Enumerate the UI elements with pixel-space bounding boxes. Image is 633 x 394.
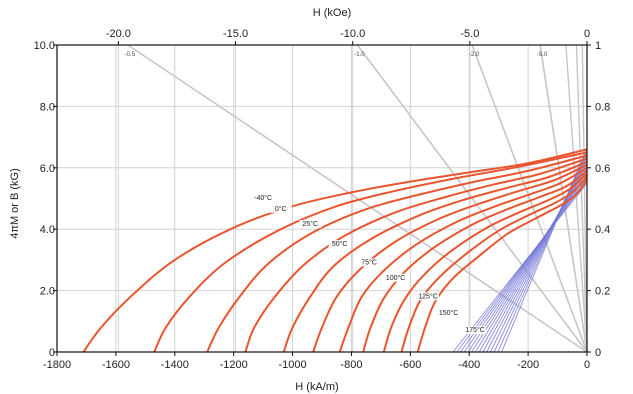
curve-label-bg <box>464 326 487 335</box>
intrinsic-curve <box>338 166 588 353</box>
curve-label: 150°C <box>439 309 459 317</box>
curve-label-bg <box>252 194 275 203</box>
intrinsic-curves <box>82 148 588 353</box>
x-top-tick-label: -20.0 <box>106 28 131 40</box>
y-right-tick-label: 1 <box>595 40 601 52</box>
intrinsic-curve <box>82 148 588 353</box>
curve-label-bg <box>269 204 292 213</box>
y-right-tick-label: 0.4 <box>595 224 610 236</box>
x-bottom-tick-label: -400 <box>458 359 480 371</box>
x-bottom-tick-label: -600 <box>399 359 421 371</box>
curve-label: 25°C <box>302 220 318 228</box>
normal-curve <box>456 180 588 353</box>
y-right-tick-label: 0.6 <box>595 163 610 175</box>
curve-label-bg <box>299 220 322 229</box>
intrinsic-curve <box>282 160 588 353</box>
curve-label: 100°C <box>386 274 406 282</box>
load-line-label: -2.0 <box>469 52 480 58</box>
x-axis-top-title: H (kOe) <box>313 7 352 19</box>
x-top-tick-label: 0 <box>584 28 590 40</box>
intrinsic-curve <box>362 170 588 353</box>
curve-labels: -40°C0°C 25°C 50°C 75°C 100°C 125°C 150°C 175°C <box>252 194 487 335</box>
curve-label-bg <box>328 240 351 249</box>
curve-label-bg <box>437 309 460 318</box>
x-top-tick-label: -10.0 <box>340 28 365 40</box>
curve-label: 175°C <box>465 326 485 334</box>
intrinsic-curve <box>244 157 588 353</box>
x-bottom-tick-label: -800 <box>340 359 362 371</box>
y-left-tick-label: 0 <box>49 347 55 359</box>
intrinsic-curve <box>206 154 588 353</box>
y-right-tick-label: 0 <box>595 347 601 359</box>
normal-curve <box>463 174 588 353</box>
load-line-label: -1.0 <box>354 52 365 58</box>
x-bottom-tick-label: -1000 <box>278 359 306 371</box>
curve-label: 75°C <box>361 259 377 267</box>
x-top-tick-label: -5.0 <box>460 28 479 40</box>
y-left-tick-label: 4.0 <box>40 224 55 236</box>
curve-label: 50°C <box>332 240 348 248</box>
y-left-tick-label: 2.0 <box>40 286 55 298</box>
load-line <box>575 44 588 353</box>
load-line <box>581 44 588 353</box>
x-bottom-tick-label: -1400 <box>161 359 189 371</box>
load-line <box>565 44 588 353</box>
load-line <box>471 44 588 353</box>
intrinsic-curve <box>382 173 588 353</box>
curve-label: -40°C <box>254 194 272 202</box>
curve-label: 0°C <box>275 205 287 213</box>
curve-label-bg <box>384 273 407 282</box>
plot-frame <box>56 44 588 353</box>
curve-label: 125°C <box>418 292 438 300</box>
load-line-label: -5.0 <box>537 52 548 58</box>
normal-curve <box>475 166 588 353</box>
x-bottom-tick-label: -1800 <box>43 359 71 371</box>
x-top-tick-label: -15.0 <box>223 28 248 40</box>
y-left-tick-label: 10.0 <box>34 40 55 52</box>
y-right-tick-label: 0.2 <box>595 286 610 298</box>
y-left-tick-label: 6.0 <box>40 163 55 175</box>
curve-label-bg <box>417 292 439 301</box>
curve-label-bg <box>358 258 381 267</box>
x-bottom-tick-label: 0 <box>584 359 590 371</box>
load-line <box>356 44 588 353</box>
normal-curve <box>452 182 588 353</box>
intrinsic-curve <box>400 176 588 353</box>
intrinsic-curve <box>312 163 588 353</box>
load-line-label: -0.5 <box>125 52 136 58</box>
intrinsic-curve <box>416 179 588 353</box>
x-bottom-tick-label: -1600 <box>102 359 130 371</box>
normal-curve <box>460 177 588 353</box>
x-axis-bottom-title: H (kA/m) <box>295 381 338 393</box>
axes: -1800 -1600 -1400 -1200 -1000 -800 -600 -400 -20… <box>34 28 611 371</box>
intrinsic-curve <box>153 151 588 353</box>
x-bottom-tick-label: -1200 <box>220 359 248 371</box>
y-axis-left-title: 4πM or B (kG) <box>9 168 21 239</box>
x-bottom-tick-label: -200 <box>517 359 539 371</box>
y-right-tick-label: 0.8 <box>595 101 610 113</box>
y-left-tick-label: 8.0 <box>40 101 55 113</box>
